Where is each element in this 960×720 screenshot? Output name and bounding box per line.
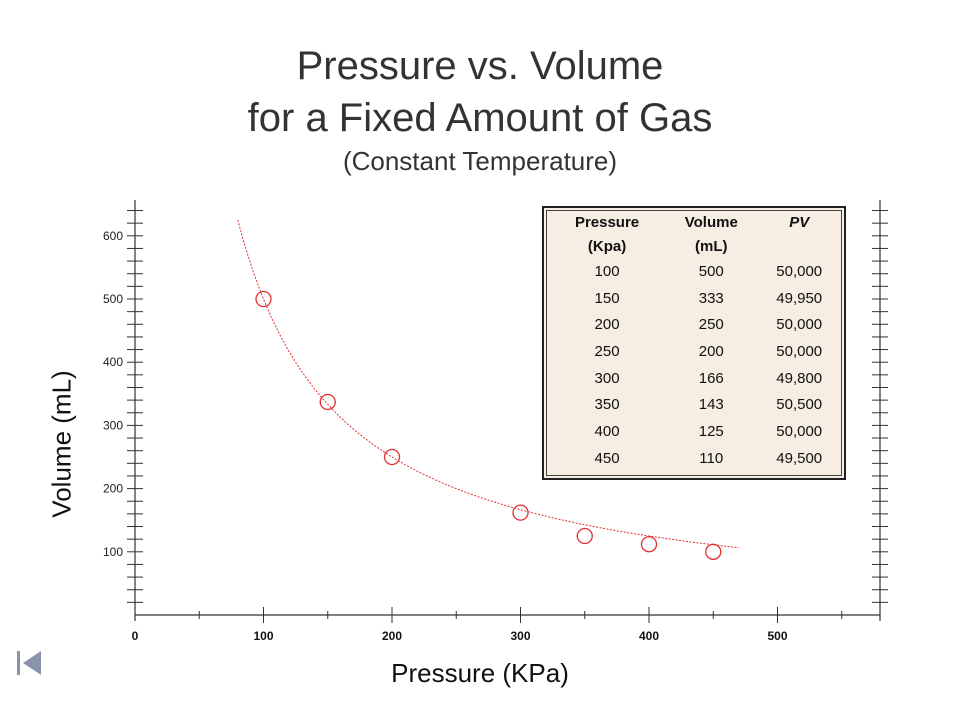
cell-pressure: 450 xyxy=(594,449,620,467)
cell-pressure: 250 xyxy=(594,342,620,360)
table-row: 200 250 50,000 xyxy=(550,311,840,338)
cell-volume: 166 xyxy=(698,369,724,387)
chart-title-line2: for a Fixed Amount of Gas xyxy=(247,96,713,140)
cell-volume: 250 xyxy=(698,316,724,334)
chart-subtitle: (Constant Temperature) xyxy=(342,146,618,176)
cell-volume: 125 xyxy=(698,422,724,440)
first-slide-icon[interactable] xyxy=(14,648,44,678)
data-point xyxy=(576,527,593,545)
header-pressure: Pressure xyxy=(574,213,640,231)
data-point xyxy=(640,536,658,553)
table-row: 450 110 49,500 xyxy=(550,445,840,472)
table-body: 100 500 50,000 150 333 49,950 200 250 50,000 250 2… xyxy=(550,258,840,472)
table-header-row: Pressure Volume PV xyxy=(550,210,840,234)
data-point xyxy=(255,290,272,308)
cell-volume: 110 xyxy=(699,449,724,467)
cell-volume: 143 xyxy=(698,396,724,414)
table-row: 400 125 50,000 xyxy=(550,418,840,445)
header-pv-unit xyxy=(758,234,840,258)
cell-pv: 49,800 xyxy=(776,369,823,387)
header-pv: PV xyxy=(789,213,810,231)
cell-volume: 500 xyxy=(698,262,724,280)
table-row: 300 166 49,800 xyxy=(550,365,840,392)
data-table-box: Pressure Volume PV (Kpa) (mL) 100 500 50,0… xyxy=(542,206,846,480)
y-tick-label: 200 xyxy=(103,482,123,496)
cell-pv: 49,500 xyxy=(776,449,823,467)
cell-pressure: 300 xyxy=(594,369,620,387)
cell-pressure: 150 xyxy=(594,289,620,307)
table-row: 100 500 50,000 xyxy=(550,258,840,285)
data-point xyxy=(383,448,401,466)
y-tick-label: 600 xyxy=(103,229,123,243)
cell-pressure: 400 xyxy=(594,422,620,440)
cell-pressure: 100 xyxy=(594,262,620,280)
pressure-volume-table: Pressure Volume PV (Kpa) (mL) 100 500 50,0… xyxy=(550,210,840,472)
x-tick-label: 100 xyxy=(253,629,273,643)
header-pressure-unit: (Kpa) xyxy=(587,237,627,255)
cell-pv: 50,000 xyxy=(776,316,823,334)
table-units-row: (Kpa) (mL) xyxy=(550,234,840,258)
cell-pv: 50,500 xyxy=(776,396,823,414)
header-volume-unit: (mL) xyxy=(695,237,728,255)
table-row: 350 143 50,500 xyxy=(550,391,840,418)
header-volume: Volume xyxy=(684,213,738,231)
cell-pv: 50,000 xyxy=(776,262,823,280)
y-tick-label: 500 xyxy=(103,292,123,306)
table-row: 150 333 49,950 xyxy=(550,285,840,312)
data-point xyxy=(319,393,336,411)
cell-pv: 49,950 xyxy=(776,289,823,307)
cell-pressure: 200 xyxy=(594,316,620,334)
y-tick-label: 300 xyxy=(103,418,123,432)
cell-volume: 333 xyxy=(698,289,724,307)
cell-pv: 50,000 xyxy=(776,342,823,360)
x-tick-label: 400 xyxy=(639,629,659,643)
y-axis-label: Volume (mL) xyxy=(46,370,77,518)
cell-volume: 200 xyxy=(698,342,724,360)
chart-title-line1: Pressure vs. Volume xyxy=(296,44,664,88)
x-tick-label: 300 xyxy=(510,629,530,643)
cell-pv: 50,000 xyxy=(776,422,823,440)
data-point xyxy=(705,543,722,560)
data-point xyxy=(512,504,529,521)
x-axis-label: Pressure (KPa) xyxy=(391,658,569,688)
y-tick-label: 100 xyxy=(103,545,123,559)
table-row: 250 200 50,000 xyxy=(550,338,840,365)
y-tick-label: 400 xyxy=(103,355,123,369)
cell-pressure: 350 xyxy=(594,396,620,414)
x-tick-label: 0 xyxy=(132,629,139,643)
x-tick-label: 200 xyxy=(382,629,402,643)
x-tick-label: 500 xyxy=(767,629,787,643)
